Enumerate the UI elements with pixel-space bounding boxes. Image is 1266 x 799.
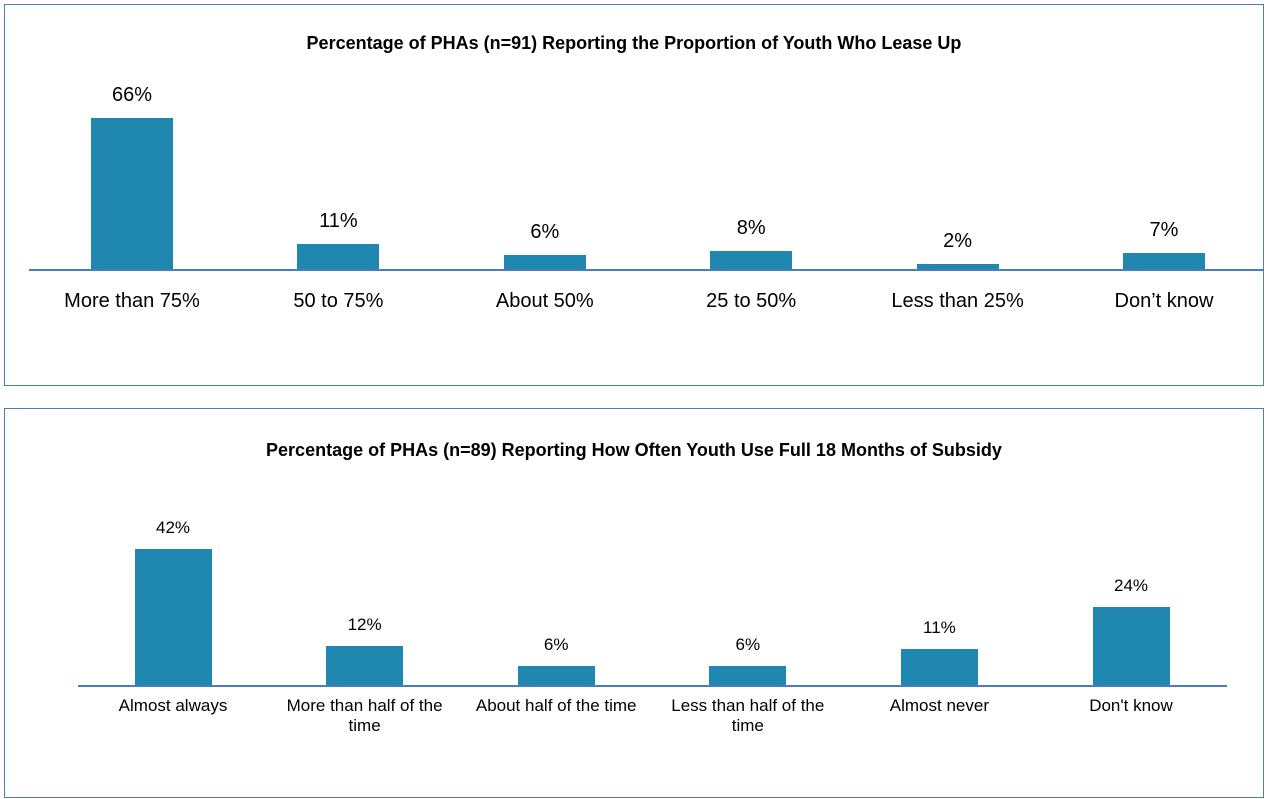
data-label: 6% <box>543 634 569 654</box>
baseline <box>78 685 1227 687</box>
data-label: 8% <box>736 216 766 239</box>
x-tick-label: More than 75% <box>64 290 200 312</box>
data-label: 7% <box>1149 218 1179 241</box>
baseline <box>29 269 1263 271</box>
bar <box>91 117 173 269</box>
data-label: 6% <box>530 221 560 244</box>
bar <box>134 548 212 685</box>
x-tick-label: Less than half of the time <box>671 696 825 736</box>
x-tick-label: About 50% <box>495 290 594 312</box>
x-tick-label: Almost never <box>889 696 989 715</box>
x-tick-label: About half of the time <box>475 696 637 715</box>
x-tick-label: Don’t know <box>1114 290 1214 312</box>
bar <box>1123 252 1205 269</box>
x-tick-label: 50 to 75% <box>293 290 384 312</box>
bar <box>517 665 595 685</box>
bar <box>297 243 380 269</box>
data-label: 11% <box>923 618 956 638</box>
data-label: 12% <box>347 615 382 635</box>
bar <box>503 255 586 269</box>
x-tick-label: More than half of the time <box>286 696 443 736</box>
data-label: 66% <box>111 83 153 106</box>
chart-panel: Percentage of PHAs (n=89) Reporting How … <box>4 408 1264 798</box>
data-label: 11% <box>319 209 358 232</box>
bar <box>1092 607 1170 685</box>
bar <box>326 646 404 685</box>
data-label: 6% <box>735 634 761 654</box>
chart-panel: Percentage of PHAs (n=91) Reporting the … <box>4 4 1264 386</box>
x-tick-label: 25 to 50% <box>706 290 797 312</box>
chart-title: Percentage of PHAs (n=91) Reporting the … <box>306 33 962 53</box>
data-label: 2% <box>943 230 973 253</box>
x-tick-label: Almost always <box>118 696 228 715</box>
bar <box>900 649 978 685</box>
bar <box>916 264 999 269</box>
chart-title: Percentage of PHAs (n=89) Reporting How … <box>266 440 1002 460</box>
x-tick-label: Less than 25% <box>891 290 1024 312</box>
data-label: 24% <box>1113 576 1149 596</box>
bar <box>710 250 793 269</box>
data-label: 42% <box>155 517 191 537</box>
x-tick-label: Don't know <box>1089 696 1173 715</box>
bar <box>709 665 787 685</box>
